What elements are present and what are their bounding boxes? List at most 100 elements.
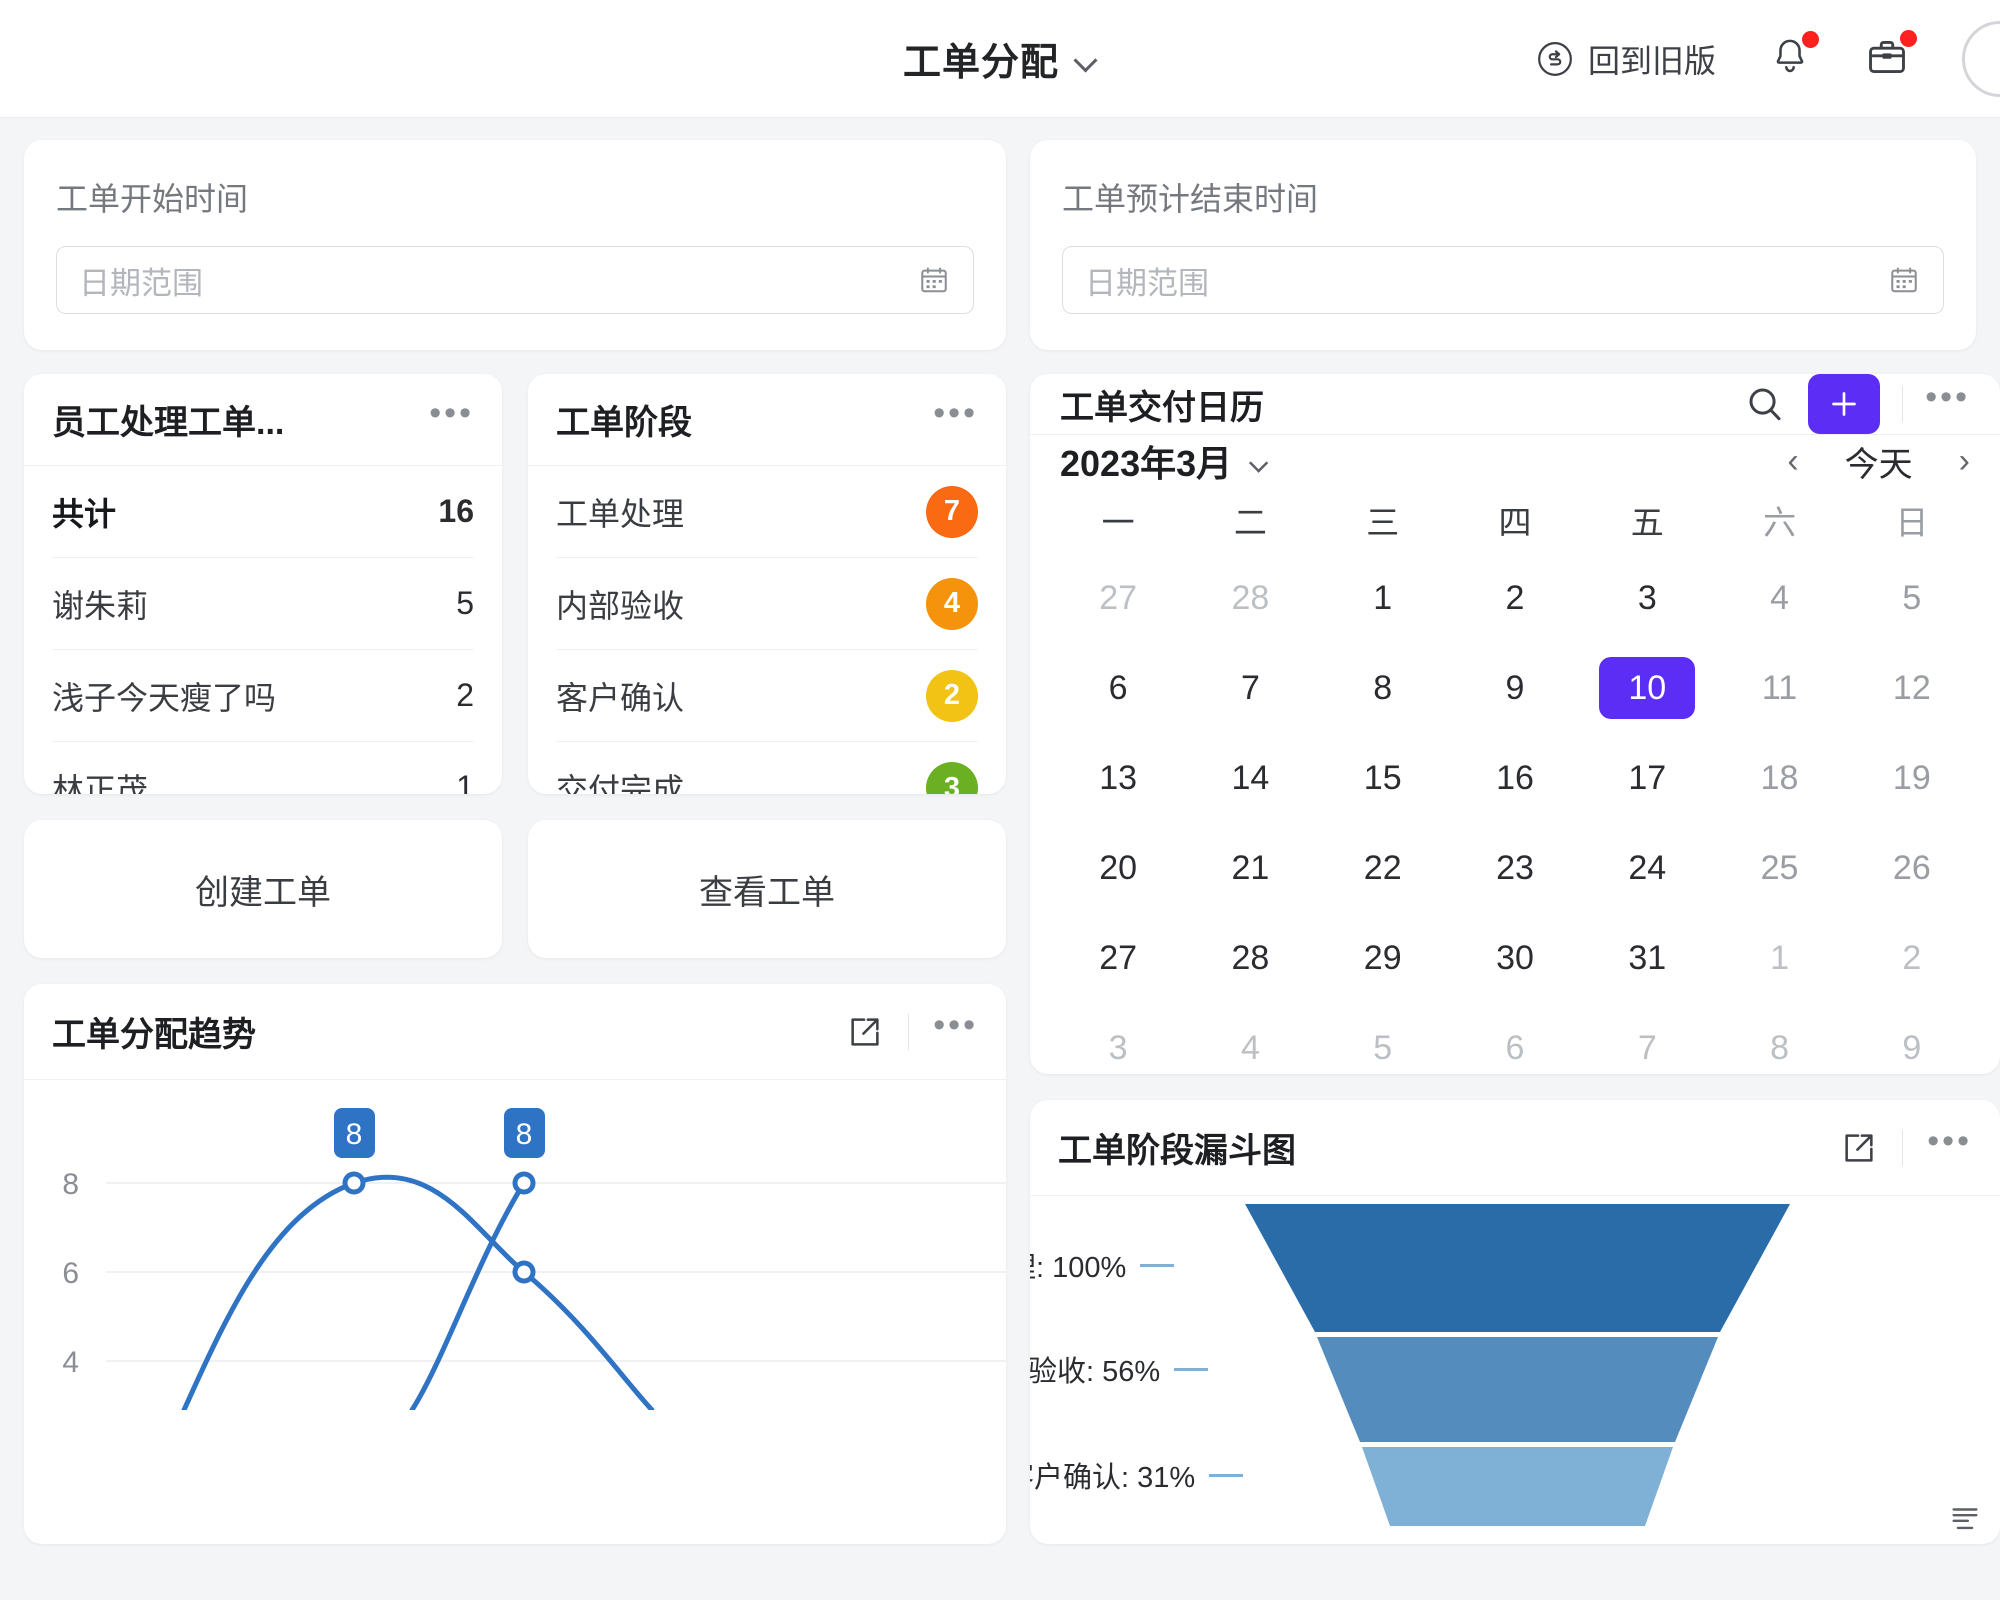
calendar-day-cell[interactable]: 18 xyxy=(1713,733,1845,823)
calendar-day-cell[interactable]: 20 xyxy=(1052,823,1184,913)
filter-label-end-time: 工单预计结束时间 xyxy=(1062,181,1319,217)
calendar-dow-header: 一 xyxy=(1101,504,1135,541)
more-options-icon[interactable]: ••• xyxy=(1925,378,1970,416)
calendar-day-cell[interactable]: 13 xyxy=(1052,733,1184,823)
today-button[interactable]: 今天 xyxy=(1844,445,1913,484)
month-selector[interactable]: 2023年3月 xyxy=(1060,435,1270,487)
next-month-button[interactable]: › xyxy=(1958,441,1970,480)
add-event-button[interactable] xyxy=(1808,374,1881,434)
calendar-day-cell[interactable]: 12 xyxy=(1846,643,1978,733)
list-item[interactable]: 谢朱莉 5 xyxy=(52,558,474,650)
calendar-day-cell[interactable]: 3 xyxy=(1052,1003,1184,1074)
bell-icon xyxy=(1776,39,1804,72)
y-tick-label: 4 xyxy=(62,1346,79,1379)
month-label: 2023年3月 xyxy=(1060,443,1233,484)
calendar-day-cell[interactable]: 7 xyxy=(1184,643,1316,733)
calendar-day-cell[interactable]: 27 xyxy=(1052,913,1184,1003)
external-link-icon[interactable] xyxy=(1840,1129,1878,1167)
calendar-day-cell[interactable]: 23 xyxy=(1449,823,1581,913)
calendar-day-cell[interactable]: 19 xyxy=(1846,733,1978,823)
calendar-day-cell[interactable]: 8 xyxy=(1713,1003,1845,1074)
calendar-day-cell[interactable]: 3 xyxy=(1581,553,1713,643)
list-item[interactable]: 工单处理 7 xyxy=(556,466,978,558)
notifications-button[interactable] xyxy=(1768,30,1819,84)
calendar-day-cell[interactable]: 5 xyxy=(1317,1003,1449,1074)
calendar-day-number: 20 xyxy=(1099,848,1138,887)
calendar-day-cell[interactable]: 11 xyxy=(1713,643,1845,733)
calendar-day-cell[interactable]: 15 xyxy=(1317,733,1449,823)
calendar-day-cell[interactable]: 24 xyxy=(1581,823,1713,913)
calendar-day-cell[interactable]: 26 xyxy=(1846,823,1978,913)
avatar-circle xyxy=(1962,21,2000,97)
employee-workorder-card: 员工处理工单... ••• 共计 16 谢朱莉 5 浅子今天瘦 xyxy=(24,374,502,794)
create-workorder-button[interactable]: 创建工单 xyxy=(24,820,502,958)
prev-month-button[interactable]: ‹ xyxy=(1787,441,1799,480)
data-label: 8 xyxy=(516,1118,533,1151)
calendar-day-cell[interactable]: 9 xyxy=(1846,1003,1978,1074)
more-options-icon[interactable]: ••• xyxy=(933,1005,978,1044)
list-item[interactable]: 共计 16 xyxy=(52,466,474,558)
page-title-dropdown[interactable]: 工单分配 xyxy=(903,31,1097,86)
external-link-icon[interactable] xyxy=(846,1013,884,1051)
calendar-day-number: 3 xyxy=(1637,578,1657,617)
calendar-day-number: 2 xyxy=(1505,578,1525,617)
more-options-icon[interactable]: ••• xyxy=(933,393,978,432)
date-range-input-start[interactable]: 日期范围 xyxy=(56,246,974,314)
calendar-day-number: 28 xyxy=(1231,938,1270,977)
calendar-day-number: 9 xyxy=(1505,668,1525,707)
list-item[interactable]: 客户确认 2 xyxy=(556,650,978,742)
trend-chart-plot: 8 6 4 8 8 xyxy=(24,1080,1006,1544)
divider xyxy=(1902,386,1904,422)
filter-card-start-time: 工单开始时间 日期范围 xyxy=(24,140,1006,350)
calendar-day-cell[interactable]: 25 xyxy=(1713,823,1845,913)
calendar-day-cell[interactable]: 10 xyxy=(1581,643,1713,733)
data-label: 8 xyxy=(346,1118,363,1151)
search-icon[interactable] xyxy=(1744,383,1786,425)
calendar-day-cell[interactable]: 28 xyxy=(1184,553,1316,643)
list-item[interactable]: 浅子今天瘦了吗 2 xyxy=(52,650,474,742)
chevron-down-icon[interactable] xyxy=(1250,456,1268,466)
workbench-button[interactable] xyxy=(1864,29,1917,85)
top-bar: 工单分配 回到旧版 xyxy=(0,0,2000,118)
calendar-day-cell[interactable]: 2 xyxy=(1449,553,1581,643)
list-item[interactable]: 交付完成 3 xyxy=(556,742,978,794)
stage-funnel-card: 工单阶段漏斗图 ••• xyxy=(1030,1100,2000,1544)
stat-value: 5 xyxy=(456,585,474,621)
date-range-input-end[interactable]: 日期范围 xyxy=(1062,246,1944,314)
calendar-day-number: 7 xyxy=(1240,668,1260,707)
calendar-day-cell[interactable]: 27 xyxy=(1052,553,1184,643)
calendar-day-cell[interactable]: 7 xyxy=(1581,1003,1713,1074)
calendar-day-number: 6 xyxy=(1108,668,1128,707)
calendar-day-cell[interactable]: 29 xyxy=(1317,913,1449,1003)
list-item[interactable]: 内部验收 4 xyxy=(556,558,978,650)
list-item[interactable]: 林正茂 1 xyxy=(52,742,474,794)
calendar-day-cell[interactable]: 1 xyxy=(1713,913,1845,1003)
calendar-day-cell[interactable]: 8 xyxy=(1317,643,1449,733)
notification-badge xyxy=(1802,30,1819,48)
calendar-day-cell[interactable]: 17 xyxy=(1581,733,1713,823)
calendar-day-cell[interactable]: 30 xyxy=(1449,913,1581,1003)
calendar-day-cell[interactable]: 6 xyxy=(1449,1003,1581,1074)
calendar-day-cell[interactable]: 2 xyxy=(1846,913,1978,1003)
view-workorder-button[interactable]: 查看工单 xyxy=(528,820,1006,958)
calendar-day-cell[interactable]: 22 xyxy=(1317,823,1449,913)
chevron-down-icon[interactable] xyxy=(1075,52,1097,65)
more-options-icon[interactable]: ••• xyxy=(429,393,474,432)
calendar-day-cell[interactable]: 14 xyxy=(1184,733,1316,823)
calendar-day-cell[interactable]: 1 xyxy=(1317,553,1449,643)
calendar-day-cell[interactable]: 21 xyxy=(1184,823,1316,913)
calendar-day-cell[interactable]: 5 xyxy=(1846,553,1978,643)
calendar-day-cell[interactable]: 28 xyxy=(1184,913,1316,1003)
calendar-day-cell[interactable]: 4 xyxy=(1184,1003,1316,1074)
chart-legend-toggle-icon[interactable] xyxy=(1948,1501,1982,1542)
back-to-legacy-button[interactable]: 回到旧版 xyxy=(1536,36,1716,82)
calendar-day-cell[interactable]: 9 xyxy=(1449,643,1581,733)
calendar-day-cell[interactable]: 16 xyxy=(1449,733,1581,823)
avatar[interactable] xyxy=(1962,21,2000,97)
calendar-day-cell[interactable]: 4 xyxy=(1713,553,1845,643)
calendar-day-cell[interactable]: 6 xyxy=(1052,643,1184,733)
more-options-icon[interactable]: ••• xyxy=(1927,1121,1972,1160)
quick-actions-row: 创建工单 查看工单 xyxy=(24,820,1006,958)
calendar-day-cell[interactable]: 31 xyxy=(1581,913,1713,1003)
calendar-dow-header: 六 xyxy=(1763,504,1797,541)
